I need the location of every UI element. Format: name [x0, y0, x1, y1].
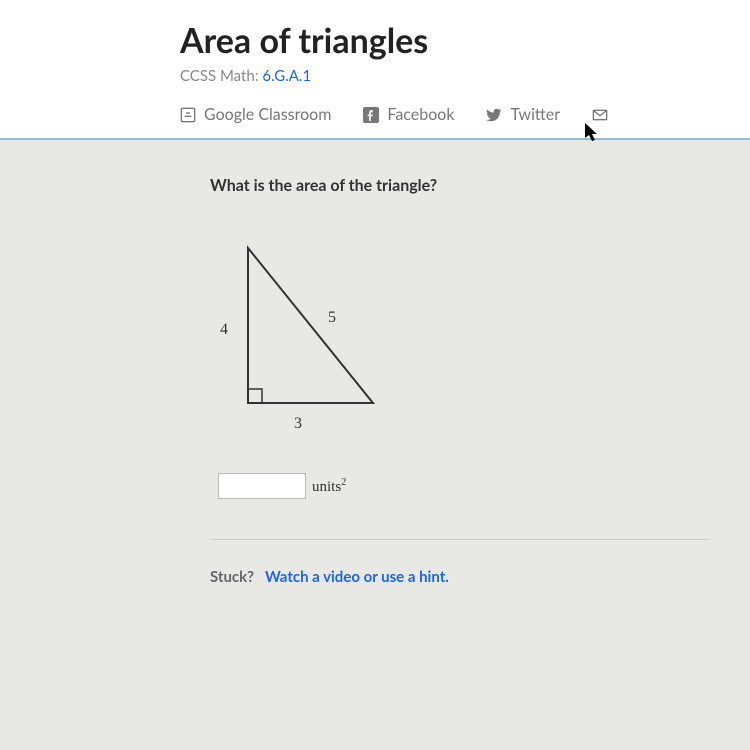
answer-input[interactable]	[218, 473, 306, 499]
content-divider	[210, 539, 710, 540]
standard-row: CCSS Math: 6.G.A.1	[180, 67, 750, 85]
email-icon	[592, 107, 608, 123]
question-text: What is the area of the triangle?	[210, 176, 750, 195]
side-label-left: 4	[220, 321, 228, 339]
answer-row: units2	[218, 473, 750, 499]
share-email-button[interactable]	[592, 105, 608, 124]
standard-link[interactable]: 6.G.A.1	[262, 67, 311, 85]
triangle-figure: 4 5 3	[238, 243, 438, 443]
header-divider	[0, 138, 750, 140]
standard-prefix: CCSS Math:	[180, 67, 259, 85]
triangle-shape	[248, 248, 373, 403]
twitter-icon	[486, 107, 502, 123]
classroom-icon	[180, 107, 196, 123]
share-row: Google Classroom Facebook Twitter	[180, 105, 750, 138]
share-google-classroom-button[interactable]: Google Classroom	[180, 105, 331, 124]
page-header: Area of triangles CCSS Math: 6.G.A.1 Goo…	[0, 0, 750, 138]
share-facebook-button[interactable]: Facebook	[363, 105, 454, 124]
page-title: Area of triangles	[180, 20, 750, 61]
share-label: Twitter	[510, 105, 560, 124]
facebook-icon	[363, 107, 379, 123]
side-label-bottom: 3	[294, 415, 302, 433]
right-angle-marker	[248, 389, 262, 403]
share-label: Facebook	[387, 105, 454, 124]
problem-content: What is the area of the triangle? 4 5 3 …	[0, 140, 750, 586]
stuck-row: Stuck? Watch a video or use a hint.	[210, 568, 750, 586]
units-label: units2	[312, 477, 346, 496]
hint-link[interactable]: Watch a video or use a hint.	[265, 568, 449, 586]
side-label-hypotenuse: 5	[328, 309, 336, 327]
triangle-svg	[238, 243, 438, 443]
stuck-prefix: Stuck?	[210, 568, 254, 586]
share-label: Google Classroom	[204, 105, 331, 124]
share-twitter-button[interactable]: Twitter	[486, 105, 560, 124]
